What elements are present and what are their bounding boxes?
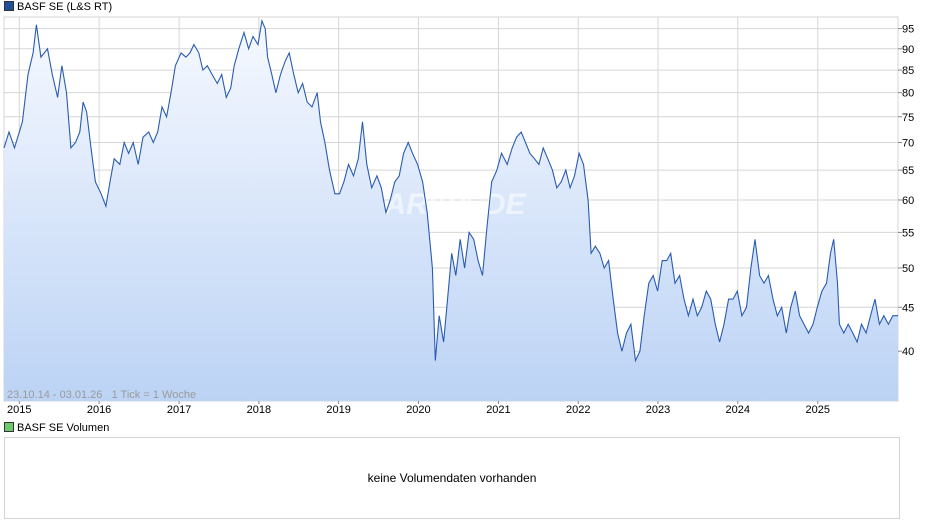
x-tick-label: 2025 <box>806 404 830 416</box>
y-tick-label: 90 <box>902 44 914 56</box>
price-legend-swatch <box>4 1 14 11</box>
volume-empty-message: keine Volumendaten vorhanden <box>367 471 537 485</box>
price-legend-label: BASF SE (L&S RT) <box>17 1 113 13</box>
y-tick-label: 55 <box>902 227 914 239</box>
y-tick-label: 65 <box>902 165 914 177</box>
y-tick-label: 95 <box>902 24 914 36</box>
watermark: ARIVA.DE <box>383 188 526 221</box>
x-tick-label: 2018 <box>247 404 271 416</box>
y-tick-label: 50 <box>902 263 914 275</box>
y-axis-ticks: 40 45 50 55 60 65 70 75 80 85 90 95 <box>898 24 914 358</box>
x-tick-label: 2020 <box>406 404 430 416</box>
range-info: 23.10.14 - 03.01.26 1 Tick = 1 Woche <box>7 389 196 401</box>
volume-legend-swatch <box>4 422 14 432</box>
x-axis-ticks: 2015 2016 2017 2018 2019 2020 2021 2022 2023 2024… <box>7 401 830 416</box>
volume-legend: BASF SE Volumen <box>4 422 109 434</box>
price-line <box>3 18 898 363</box>
x-tick-label: 2019 <box>326 404 350 416</box>
y-tick-label: 70 <box>902 137 914 149</box>
x-tick-label: 2016 <box>87 404 111 416</box>
y-tick-label: 60 <box>902 195 914 207</box>
x-tick-label: 2022 <box>566 404 590 416</box>
price-area <box>4 20 898 402</box>
y-tick-label: 45 <box>902 302 914 314</box>
y-tick-label: 80 <box>902 88 914 100</box>
x-tick-label: 2024 <box>726 404 750 416</box>
y-tick-label: 40 <box>902 346 914 358</box>
volume-panel: keine Volumendaten vorhanden <box>4 437 900 519</box>
x-tick-label: 2015 <box>7 404 31 416</box>
y-tick-label: 75 <box>902 112 914 124</box>
price-legend: BASF SE (L&S RT) <box>4 1 112 13</box>
y-tick-label: 85 <box>902 65 914 77</box>
x-tick-label: 2023 <box>646 404 670 416</box>
x-tick-label: 2017 <box>167 404 191 416</box>
x-tick-label: 2021 <box>486 404 510 416</box>
volume-legend-label: BASF SE Volumen <box>17 422 110 434</box>
